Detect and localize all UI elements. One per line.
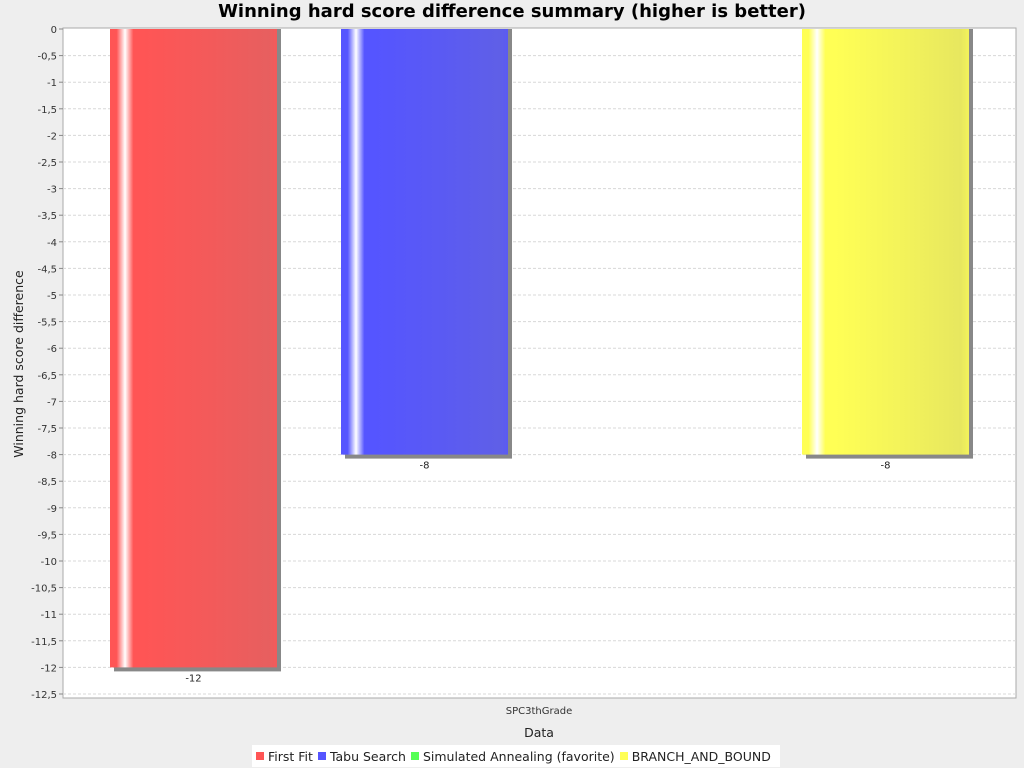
y-tick-label: -2 [47,131,57,142]
bar [802,29,969,455]
y-tick-label: -2,5 [37,158,57,169]
data-label: -8 [420,461,430,472]
y-tick-label: -10,5 [31,584,57,595]
y-tick-label: -0,5 [37,52,57,63]
y-tick-label: -5 [47,291,57,302]
legend-item: Simulated Annealing (favorite) [410,748,615,764]
y-tick-label: -11,5 [31,637,57,648]
legend-swatch [256,752,264,760]
y-tick-label: -3 [47,185,57,196]
y-tick-label: -9 [47,504,57,515]
legend-swatch [619,752,628,760]
y-tick-label: -9,5 [37,530,57,541]
y-tick-label: -6 [47,344,57,355]
y-tick-label: 0 [51,25,57,36]
y-tick-label: -12,5 [31,690,57,701]
y-axis-label: Winning hard score difference [11,270,26,458]
legend-item: BRANCH_AND_BOUND [619,748,771,764]
y-tick-label: -7,5 [37,424,57,435]
y-tick-label: -7 [47,397,57,408]
data-label: -12 [185,673,201,684]
y-tick-label: -5,5 [37,318,57,329]
y-tick-label: -6,5 [37,371,57,382]
legend-swatch [410,752,419,760]
chart-title: Winning hard score difference summary (h… [218,1,806,22]
bar-chart: -12 -8 -8 0 -0,5 -1 -1,5 -2 -2,5 -3 -3,5 -4 -4,5 -5 -… [11,25,1017,740]
y-tick-label: -1 [47,78,57,89]
y-tick-label: -8 [47,451,57,462]
y-tick-label: -12 [41,663,57,674]
bar [341,29,508,455]
x-tick-label: SPC3thGrade [506,706,572,717]
legend: First Fit Tabu Search Simulated Annealing … [252,745,780,767]
y-tick-label: -3,5 [37,211,57,222]
legend-item: First Fit [256,749,313,764]
y-tick-label: -8,5 [37,477,57,488]
y-tick-label: -4,5 [37,264,57,275]
legend-label: First Fit [268,748,313,764]
legend-label: Simulated Annealing (favorite) [422,748,615,764]
legend-item: Tabu Search [317,748,406,764]
bar [110,29,277,668]
data-label: -8 [881,461,891,472]
x-axis-label: Data [524,725,554,740]
y-tick-label: -4 [47,238,57,249]
y-tick-label: -10 [41,557,57,568]
y-tick-label: -1,5 [37,105,57,116]
legend-swatch [317,752,326,760]
legend-label: BRANCH_AND_BOUND [631,748,771,764]
legend-label: Tabu Search [329,748,406,764]
y-tick-label: -11 [41,610,57,621]
